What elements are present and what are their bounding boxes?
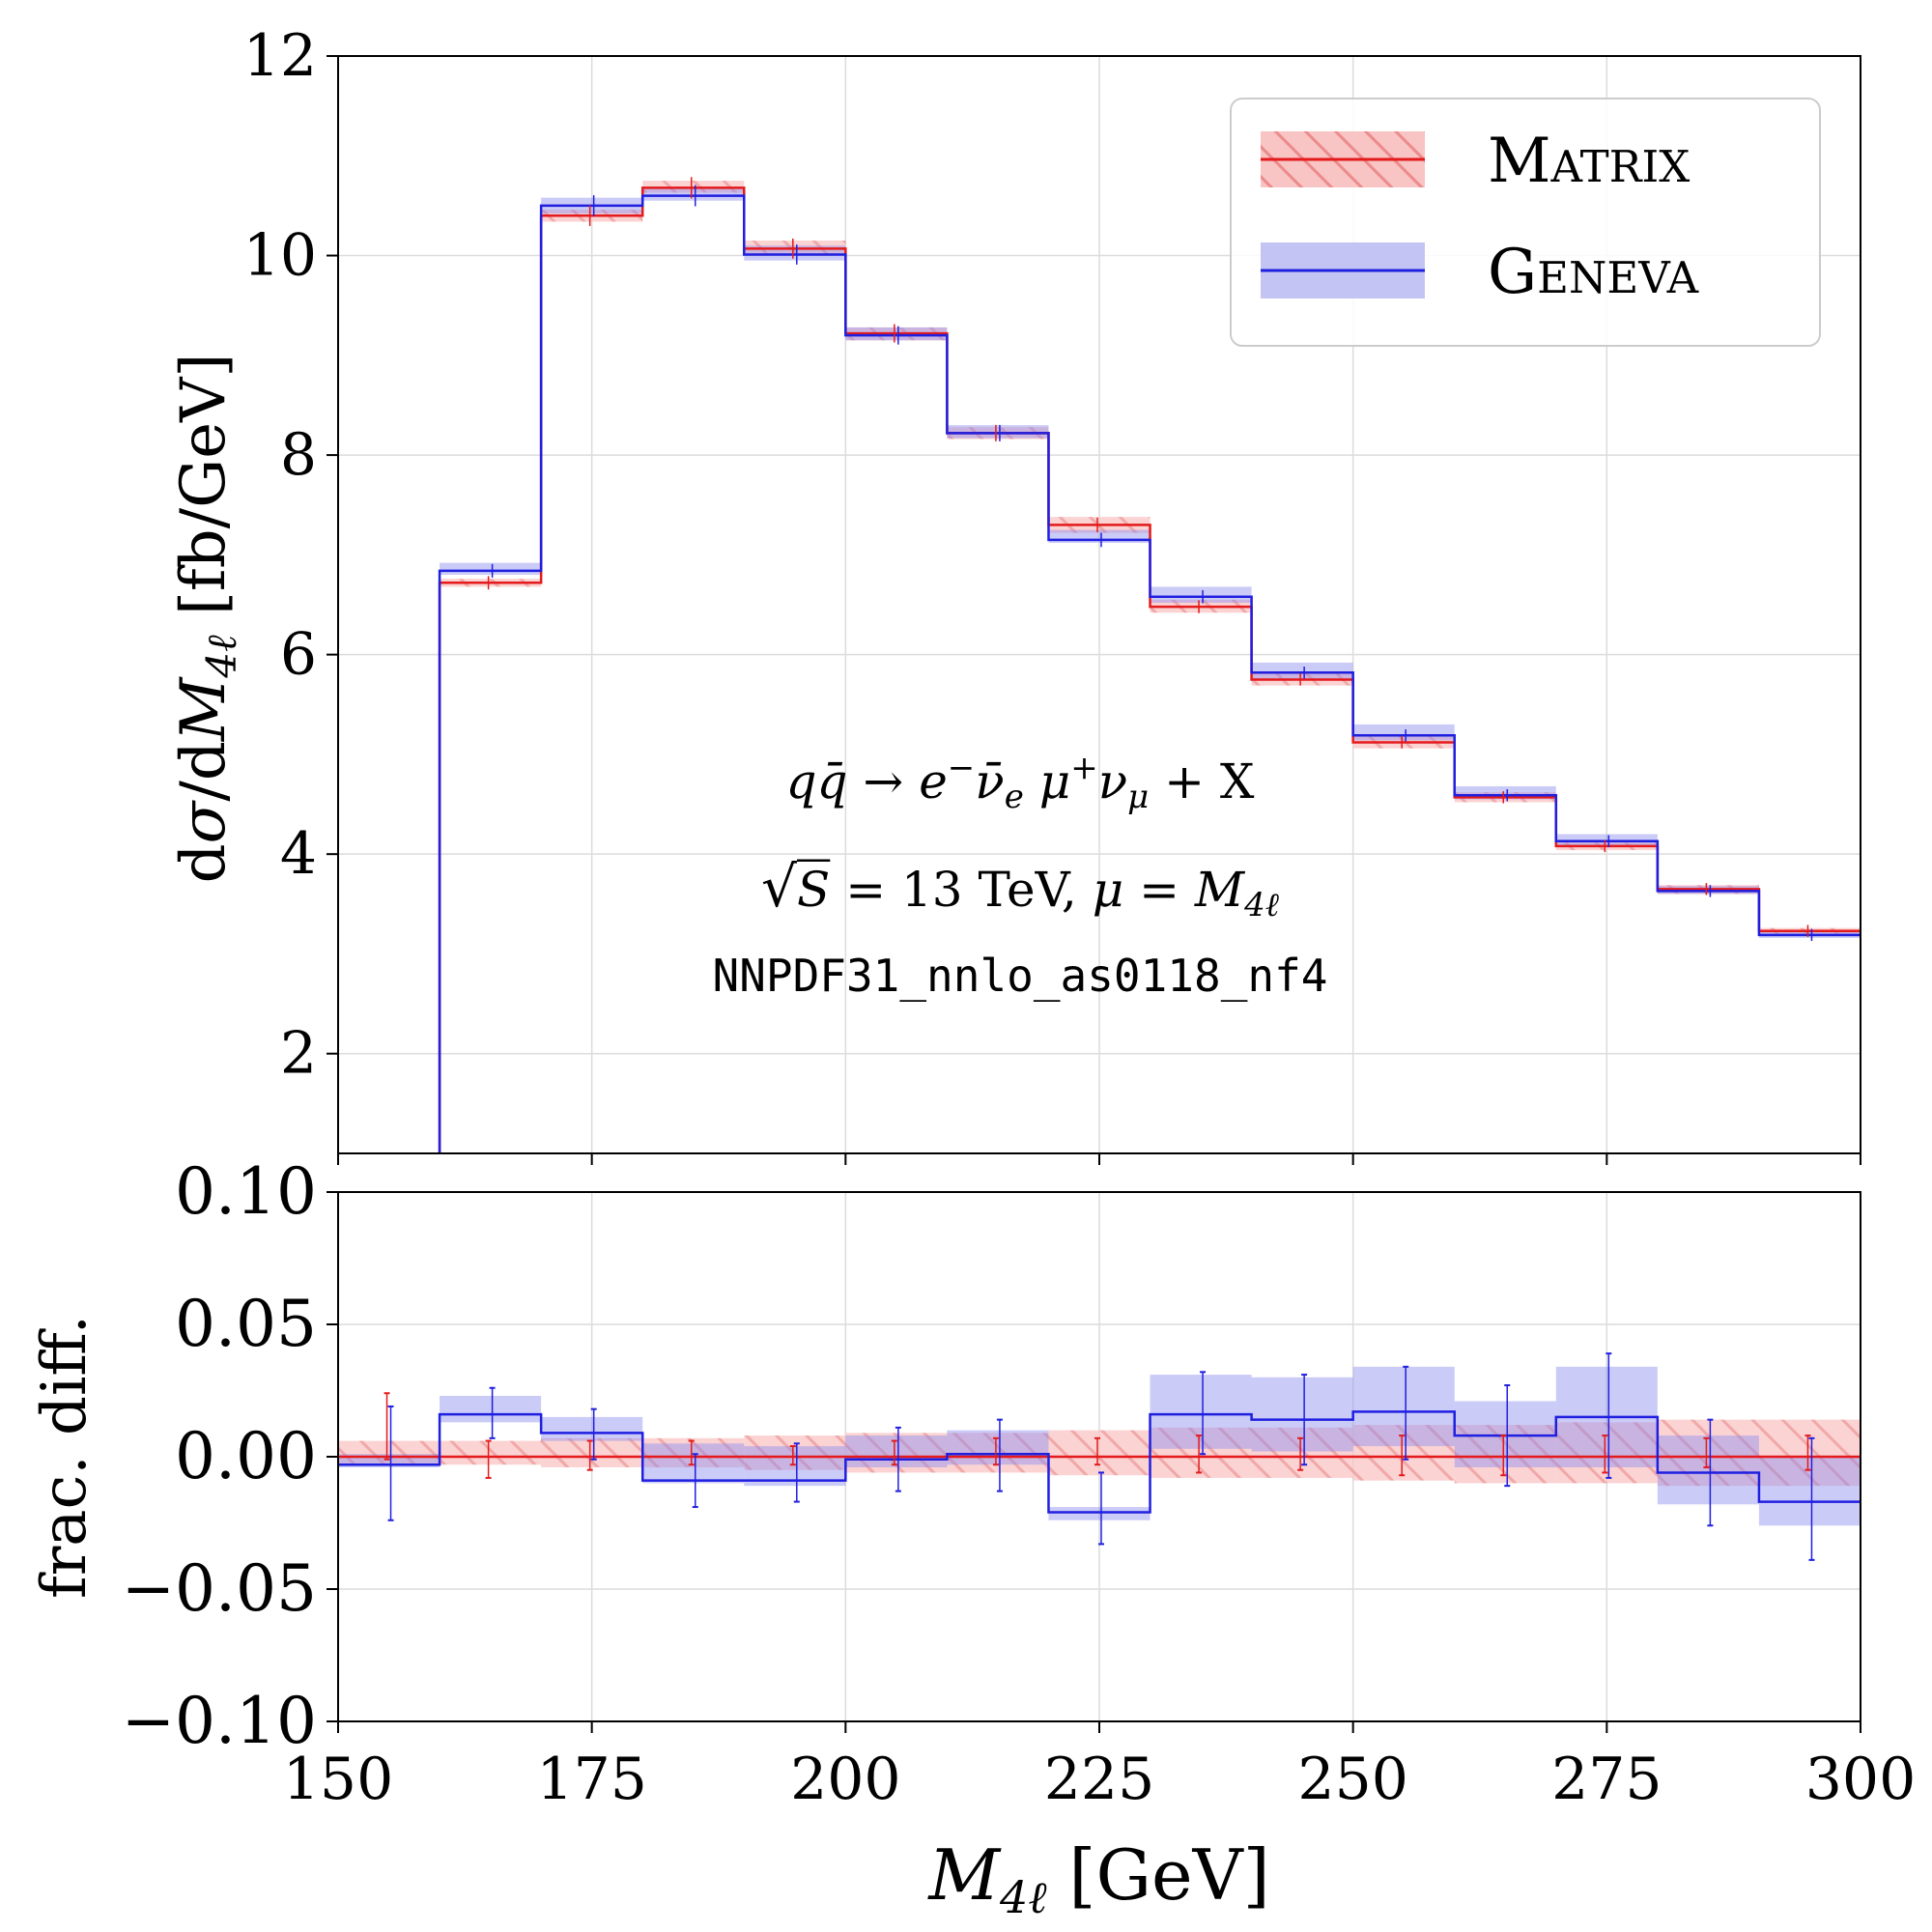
ratio-ytick-label-1: 0.05 <box>175 1287 317 1361</box>
main-ytick-label-5: 12 <box>243 22 317 90</box>
ratio-band-matrix-14 <box>1758 1419 1861 1487</box>
x-tick-label-6: 300 <box>1805 1746 1917 1813</box>
ratio-band-geneva-2 <box>541 1416 643 1441</box>
x-axis-label: M4ℓ [GeV] <box>926 1834 1269 1923</box>
ratio-band-geneva-8 <box>1150 1375 1252 1449</box>
main-line-matrix <box>438 186 1861 1153</box>
x-tick-label-0: 150 <box>283 1746 394 1813</box>
ratio-band-matrix-2 <box>541 1437 643 1467</box>
ratio-band-geneva-13 <box>1657 1435 1759 1505</box>
x-tick-label-5: 275 <box>1551 1746 1662 1813</box>
legend-entry-geneva: Geneva <box>1261 237 1699 308</box>
legend-entry-matrix: Matrix <box>1261 126 1690 197</box>
main-ytick-label-3: 8 <box>280 421 317 489</box>
main-band-geneva-3 <box>642 187 745 201</box>
ratio-ytick-label-0: 0.10 <box>175 1154 317 1229</box>
ratio-band-matrix-1 <box>440 1440 542 1465</box>
main-band-geneva-6 <box>947 425 1049 439</box>
ratio-band-geneva-7 <box>1048 1507 1151 1520</box>
ratio-band-matrix-6 <box>947 1433 1049 1473</box>
main-ylabel: dσ/dM4ℓ [fb/GeV] <box>168 354 245 884</box>
ratio-band-geneva-6 <box>947 1430 1049 1465</box>
main-ticks: 2 4 6 8 10 12 <box>243 22 1861 1165</box>
ratio-errs <box>384 1352 1815 1561</box>
x-tick-label-4: 250 <box>1297 1746 1408 1813</box>
main-ytick-label-4: 10 <box>243 222 317 290</box>
pdf-annotation: NNPDF31_nnlo_as0118_nf4 <box>713 950 1328 1002</box>
main-errs <box>385 177 1813 1153</box>
legend-label-matrix: Matrix <box>1488 126 1690 197</box>
ratio-band-matrix-0 <box>338 1440 440 1465</box>
main-band-geneva-9 <box>1251 662 1353 679</box>
main-ytick-label-1: 4 <box>280 820 317 888</box>
ratio-band-geneva-9 <box>1251 1377 1353 1452</box>
ratio-ytick-label-3: −0.05 <box>122 1551 317 1626</box>
ratio-band-geneva-14 <box>1758 1457 1861 1526</box>
ratio-ytick-label-2: 0.00 <box>175 1419 317 1493</box>
ratio-line-geneva <box>338 1410 1861 1514</box>
energy-annotation: √S = 13 TeV, μ = M4ℓ <box>761 854 1279 924</box>
ratio-band-matrix-7 <box>1048 1430 1151 1476</box>
main-band-geneva-1 <box>440 562 542 576</box>
main-ytick-label-2: 6 <box>280 621 317 689</box>
main-line-geneva <box>438 194 1861 1153</box>
x-tick-label-2: 200 <box>790 1746 901 1813</box>
ratio-band-matrix-13 <box>1657 1419 1759 1487</box>
ratio-band-matrix-3 <box>642 1437 745 1467</box>
ratio-ytick-label-4: −0.10 <box>122 1684 317 1758</box>
ratio-band-geneva-4 <box>744 1446 846 1487</box>
ratio-lines <box>338 1410 1861 1514</box>
legend: Matrix Geneva <box>1230 98 1821 347</box>
x-tick-label-3: 225 <box>1044 1746 1155 1813</box>
main-band-geneva-0 <box>338 1156 440 1160</box>
x-tick-label-1: 175 <box>536 1746 647 1813</box>
ratio-band-geneva-1 <box>440 1395 542 1423</box>
legend-label-geneva: Geneva <box>1488 237 1699 308</box>
ratio-band-matrix-5 <box>845 1433 948 1473</box>
main-lines <box>438 186 1861 1153</box>
ratio-band-geneva-3 <box>642 1443 745 1484</box>
main-ytick-label-0: 2 <box>280 1020 317 1088</box>
main-band-geneva-8 <box>1150 586 1252 603</box>
ratio-band-matrix-10 <box>1352 1425 1455 1481</box>
main-band-matrix-0 <box>338 1156 440 1160</box>
process-annotation: qq̄ → e−ν̄e μ+νμ + X <box>785 749 1254 816</box>
main-band-geneva-10 <box>1352 724 1455 741</box>
ratio-band-geneva-10 <box>1352 1366 1455 1447</box>
ratio-ylabel: frac. diff. <box>29 1315 100 1599</box>
